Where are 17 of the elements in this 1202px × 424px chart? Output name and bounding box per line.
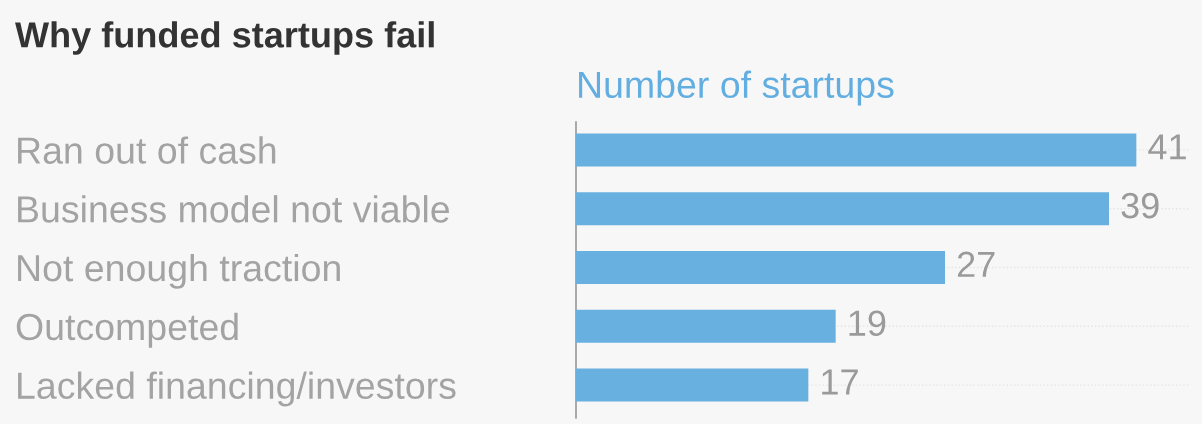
bar [576, 309, 836, 343]
bar [576, 133, 1137, 167]
bar [576, 251, 945, 284]
y-tick-label: Ran out of cash [18, 136, 276, 164]
x-axis-title: Number of startups [579, 70, 894, 106]
text: Why funded startups fail [15, 21, 434, 55]
data-label: 41 [1148, 134, 1186, 160]
y-tick-label: Outcompeted [16, 312, 238, 348]
data-label: 19 [849, 310, 886, 336]
y-tick-label: Not enough traction [18, 253, 340, 289]
y-tick-label: Lacked financing/investors [18, 371, 456, 407]
data-label: 17 [822, 369, 858, 395]
bar [576, 368, 809, 402]
data-label: 27 [957, 251, 995, 277]
data-label: 39 [1121, 192, 1159, 219]
bar [576, 192, 1109, 226]
y-tick-label: Business model not viable [18, 195, 449, 223]
